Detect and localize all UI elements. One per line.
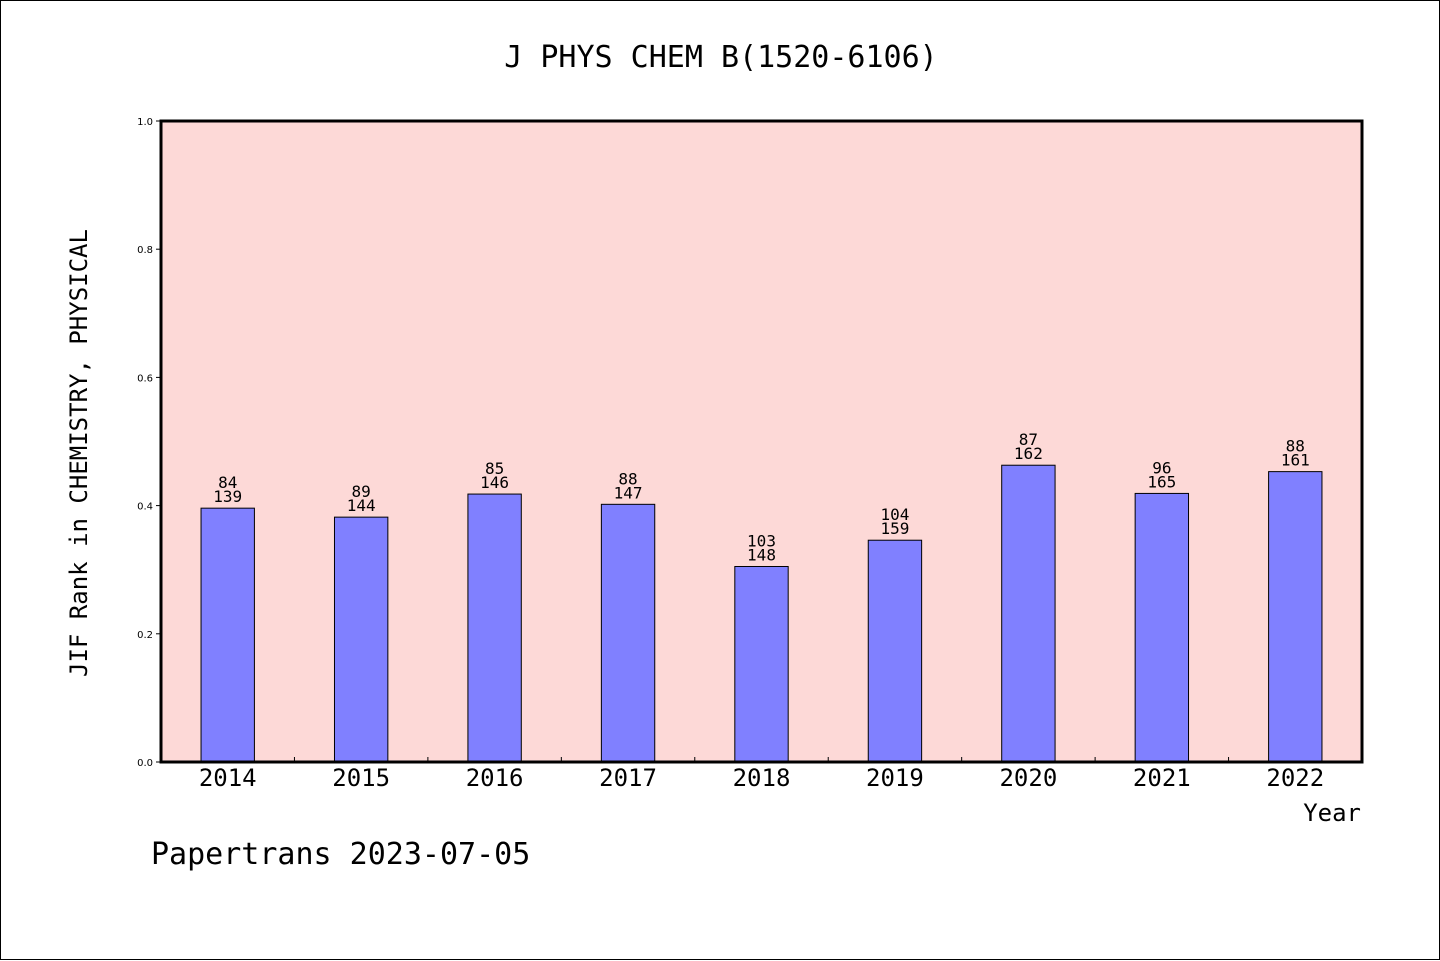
x-tick-label: 2015	[332, 764, 390, 792]
bar-2022	[1268, 471, 1323, 763]
data-label-bottom: 148	[747, 545, 776, 564]
data-label-bottom: 161	[1281, 451, 1310, 470]
bars-group	[200, 464, 1323, 763]
data-label-bottom: 165	[1147, 472, 1176, 491]
data-label-top: 88	[618, 469, 637, 488]
y-tick-label: 0.4	[137, 502, 153, 513]
bar-2017	[600, 503, 656, 763]
x-axis: 2014 2015 2016 2017 2018 2019 2020 2021 2022	[160, 757, 1363, 792]
y-axis: 0.0 0.2 0.4 0.6 0.8 1.0	[137, 117, 161, 769]
data-label-top: 87	[1019, 430, 1038, 449]
bar-2021	[1134, 492, 1190, 763]
data-label-top: 84	[218, 473, 237, 492]
y-axis-label: JIF Rank in CHEMISTRY, PHYSICAL	[65, 229, 93, 677]
data-label-top: 85	[485, 459, 504, 478]
x-tick-label: 2019	[866, 764, 924, 792]
data-label-top: 96	[1152, 458, 1171, 477]
y-tick-label: 0.2	[137, 630, 153, 641]
x-axis-label: Year	[1303, 799, 1361, 827]
x-tick-label: 2017	[599, 764, 657, 792]
footer-credit: Papertrans 2023-07-05	[151, 837, 530, 872]
data-label-top: 89	[352, 482, 371, 501]
bar-2020	[1001, 464, 1056, 763]
bar-2016	[467, 493, 522, 763]
data-label-bottom: 159	[880, 519, 909, 538]
data-label-top: 104	[880, 505, 909, 524]
x-tick-label: 2022	[1266, 764, 1324, 792]
x-tick-label: 2014	[199, 764, 257, 792]
x-tick-label: 2021	[1133, 764, 1191, 792]
y-tick-label: 0.0	[137, 758, 153, 769]
data-label-top: 88	[1286, 437, 1305, 456]
data-label-bottom: 162	[1014, 444, 1043, 463]
plot-border	[159, 119, 1364, 764]
y-tick-label: 0.8	[137, 245, 153, 256]
y-tick-label: 1.0	[137, 117, 153, 128]
bar-2019	[867, 539, 923, 763]
bar-2018	[734, 565, 789, 763]
data-label-bottom: 139	[213, 487, 242, 506]
chart-title: J PHYS CHEM B(1520-6106)	[504, 40, 937, 75]
data-label-bottom: 144	[347, 496, 376, 515]
data-label-top: 103	[747, 531, 776, 550]
data-label-bottom: 146	[480, 473, 509, 492]
x-tick-label: 2020	[999, 764, 1057, 792]
data-label-bottom: 147	[614, 483, 643, 502]
bar-2015	[333, 516, 389, 763]
x-tick-label: 2016	[466, 764, 524, 792]
x-tick-label: 2018	[733, 764, 791, 792]
bar-2014	[200, 507, 255, 763]
y-tick-label: 0.6	[137, 373, 153, 384]
